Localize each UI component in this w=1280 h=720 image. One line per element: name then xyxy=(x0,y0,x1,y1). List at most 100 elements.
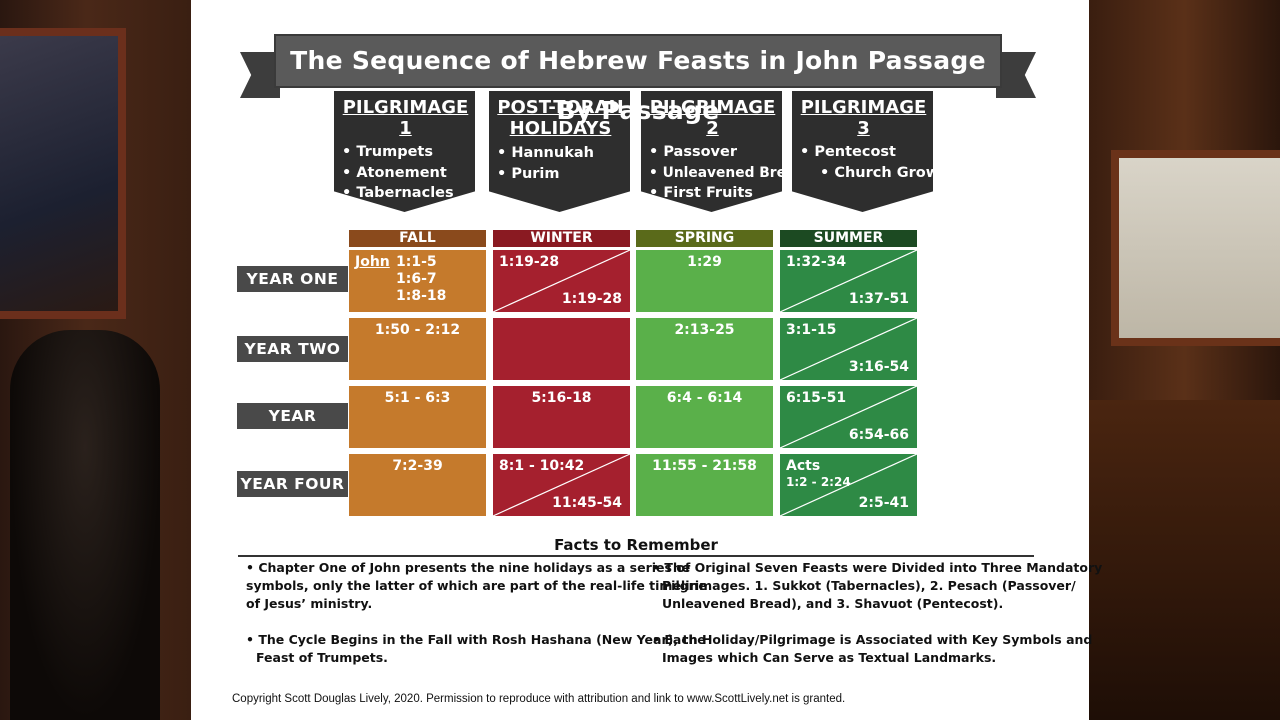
verse-range: 7:2-39 xyxy=(392,458,443,474)
john-label: John xyxy=(355,254,390,270)
verse-end: 6:54-66 xyxy=(848,427,909,443)
heading-line: POST-TORAH xyxy=(497,97,624,118)
cell-y1-winter: 1:19-28 1:19-28 xyxy=(493,250,630,312)
diagonal-divider xyxy=(780,250,917,312)
year-label-three: YEAR THREE xyxy=(237,403,348,451)
fact-item-2: • The Original Seven Feasts were Divided… xyxy=(652,559,1102,613)
verse-end: 1:19-28 xyxy=(561,291,622,307)
fact-line: Images which Can Serve as Textual Landma… xyxy=(662,650,997,665)
desk-silhouette xyxy=(1089,400,1280,720)
verse: 1:1-5 xyxy=(396,254,437,270)
year-label-four: YEAR FOUR xyxy=(237,471,348,497)
season-header-summer: SUMMER xyxy=(780,230,917,247)
diagonal-divider xyxy=(780,318,917,380)
fact-line: • The Original Seven Feasts were Divided… xyxy=(652,560,1103,575)
diagonal-divider xyxy=(780,386,917,448)
fact-line: Pilgrimages. 1. Sukkot (Tabernacles), 2.… xyxy=(662,578,1076,593)
cell-y3-fall: 5:1 - 6:3 xyxy=(349,386,486,448)
fact-line: Feast of Trumpets. xyxy=(256,650,388,665)
pilgrimage-item: • Unleavened Bread xyxy=(649,164,806,181)
verse-start: 1:19-28 xyxy=(499,254,560,270)
verse-end: 11:45-54 xyxy=(552,495,622,511)
pilgrimage-2-pill: PILGRIMAGE 2 • Passover • Unleavened Bre… xyxy=(641,91,782,212)
stove-silhouette xyxy=(10,330,160,720)
pilgrimage-item: • First Fruits xyxy=(649,185,753,201)
cell-y2-fall: 1:50 - 2:12 xyxy=(349,318,486,380)
diagonal-divider xyxy=(493,454,630,516)
fact-line: • Each Holiday/Pilgrimage is Associated … xyxy=(652,632,1093,647)
cell-y3-summer: 6:15-51 6:54-66 xyxy=(780,386,917,448)
cell-y2-winter xyxy=(493,318,630,380)
season-header-fall: FALL xyxy=(349,230,486,247)
pilgrimage-item: • Atonement xyxy=(342,164,447,181)
season-header-spring: SPRING xyxy=(636,230,773,247)
cell-y4-summer: Acts 1:2 - 2:24 2:5-41 xyxy=(780,454,917,516)
fact-item-3: • The Cycle Begins in the Fall with Rosh… xyxy=(246,631,706,667)
cell-y2-spring: 2:13-25 xyxy=(636,318,773,380)
fact-line: • Chapter One of John presents the nine … xyxy=(246,560,691,575)
verse-start: 3:1-15 xyxy=(786,322,837,338)
fact-line: of Jesus’ ministry. xyxy=(246,596,373,611)
post-torah-pill: POST-TORAH HOLIDAYS • Hannukah • Purim xyxy=(489,91,630,212)
background-left xyxy=(0,0,191,720)
verse-range: 1:29 xyxy=(687,254,722,270)
pilgrimage-item: • Hannukah xyxy=(497,145,594,161)
facts-title: Facts to Remember xyxy=(554,536,718,554)
fact-line: Unleavened Bread), and 3. Shavuot (Pente… xyxy=(662,596,1004,611)
verse-start: 1:2 - 2:24 xyxy=(786,475,851,489)
verse-end: 3:16-54 xyxy=(848,359,909,375)
verse-range: 2:13-25 xyxy=(674,322,735,338)
painting-frame xyxy=(0,28,126,319)
pilgrimage-item: • Trumpets xyxy=(342,144,433,160)
fact-item-1: • Chapter One of John presents the nine … xyxy=(246,559,707,613)
cell-y2-summer: 3:1-15 3:16-54 xyxy=(780,318,917,380)
verse-end: 2:5-41 xyxy=(858,495,909,511)
pilgrimage-item: • Tabernacles xyxy=(342,185,454,201)
pilgrimage-3-pill: PILGRIMAGE 3 • Pentecost • Church Growth xyxy=(792,91,933,212)
pilgrimage-heading: PILGRIMAGE 3 xyxy=(800,97,927,139)
framed-certificate xyxy=(1111,150,1280,346)
pilgrimage-item: • Purim xyxy=(497,165,560,182)
cell-y3-spring: 6:4 - 6:14 xyxy=(636,386,773,448)
fact-line: • The Cycle Begins in the Fall with Rosh… xyxy=(246,632,706,647)
verse-range: 1:50 - 2:12 xyxy=(374,322,461,338)
verse-range: 5:1 - 6:3 xyxy=(384,390,451,406)
verse-list: 1:1-5 1:6-7 1:8-18 xyxy=(396,254,446,305)
pilgrimage-item: • Church Growth xyxy=(820,164,957,181)
background-right xyxy=(1089,0,1280,720)
pilgrimage-1-pill: PILGRIMAGE 1 • Trumpets • Atonement • Ta… xyxy=(334,91,475,212)
season-header-winter: WINTER xyxy=(493,230,630,247)
fact-item-4: • Each Holiday/Pilgrimage is Associated … xyxy=(652,631,1092,667)
verse-start: 1:32-34 xyxy=(786,254,847,270)
verse: 1:6-7 xyxy=(396,271,437,287)
verse-range: 11:55 - 21:58 xyxy=(652,458,757,474)
cell-y4-fall: 7:2-39 xyxy=(349,454,486,516)
diagonal-divider xyxy=(493,250,630,312)
pilgrimage-item: • Passover xyxy=(649,144,737,160)
slide-title: The Sequence of Hebrew Feasts in John Pa… xyxy=(274,34,1002,125)
cell-y4-spring: 11:55 - 21:58 xyxy=(636,454,773,516)
verse: 1:8-18 xyxy=(396,288,447,304)
facts-divider xyxy=(238,555,1034,557)
diagonal-divider xyxy=(780,454,917,516)
verse-range: 5:16-18 xyxy=(531,390,592,406)
cell-y1-summer: 1:32-34 1:37-51 xyxy=(780,250,917,312)
verse-range: 6:4 - 6:14 xyxy=(666,390,743,406)
acts-label: Acts xyxy=(786,458,821,474)
verse-start: 8:1 - 10:42 xyxy=(499,458,585,474)
verse-start: 6:15-51 xyxy=(786,390,847,406)
year-label-one: YEAR ONE xyxy=(237,266,348,292)
fact-line: symbols, only the latter of which are pa… xyxy=(246,578,707,593)
year-label-two: YEAR TWO xyxy=(237,336,348,362)
copyright-notice: Copyright Scott Douglas Lively, 2020. Pe… xyxy=(232,693,846,705)
pilgrimage-heading: PILGRIMAGE 1 xyxy=(342,97,469,139)
cell-y1-spring: 1:29 xyxy=(636,250,773,312)
heading-line: HOLIDAYS xyxy=(497,118,624,139)
pilgrimage-heading: PILGRIMAGE 2 xyxy=(649,97,776,139)
cell-y4-winter: 8:1 - 10:42 11:45-54 xyxy=(493,454,630,516)
cell-y1-fall: John 1:1-5 1:6-7 1:8-18 xyxy=(349,250,486,312)
cell-y3-winter: 5:16-18 xyxy=(493,386,630,448)
pilgrimage-item: • Pentecost xyxy=(800,144,896,160)
post-torah-heading: POST-TORAH HOLIDAYS xyxy=(497,97,624,139)
verse-end: 1:37-51 xyxy=(848,291,909,307)
